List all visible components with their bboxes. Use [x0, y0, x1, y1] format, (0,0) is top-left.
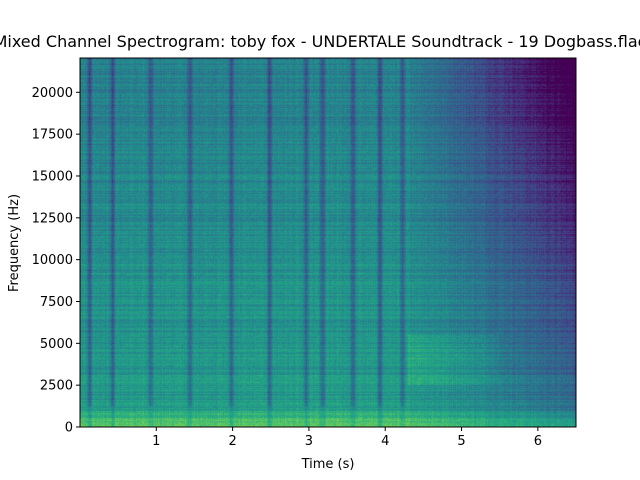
x-tick-label: 6 — [534, 434, 542, 449]
plot-area — [79, 57, 577, 428]
x-axis-label: Time (s) — [301, 457, 355, 472]
y-tick-label: 12500 — [32, 211, 73, 226]
y-tick-label: 7500 — [40, 295, 73, 310]
spectrogram-canvas-wrap — [80, 58, 576, 427]
y-tick-label: 5000 — [40, 337, 73, 352]
y-tick-label: 0 — [65, 421, 73, 436]
x-tick-label: 5 — [457, 434, 465, 449]
y-axis-label: Frequency (Hz) — [7, 194, 22, 292]
y-tick-label: 10000 — [32, 253, 73, 268]
y-tick-label: 20000 — [32, 86, 73, 101]
spectrogram-image — [80, 58, 576, 427]
y-tick-label: 17500 — [32, 128, 73, 143]
x-tick-label: 3 — [305, 434, 313, 449]
x-tick-label: 4 — [381, 434, 389, 449]
plot-frame — [79, 57, 577, 428]
x-tick-label: 1 — [152, 434, 160, 449]
x-axis-ticks: 1 2 3 4 5 6 — [152, 427, 542, 449]
chart-title: Mixed Channel Spectrogram: toby fox - UN… — [0, 32, 640, 51]
y-tick-label: 2500 — [40, 379, 73, 394]
y-tick-label: 15000 — [32, 169, 73, 184]
x-tick-label: 2 — [228, 434, 236, 449]
y-axis-ticks: 0 2500 5000 7500 10000 12500 15000 17500 20000 — [32, 86, 80, 436]
title-group: Mixed Channel Spectrogram: toby fox - UN… — [0, 32, 640, 51]
